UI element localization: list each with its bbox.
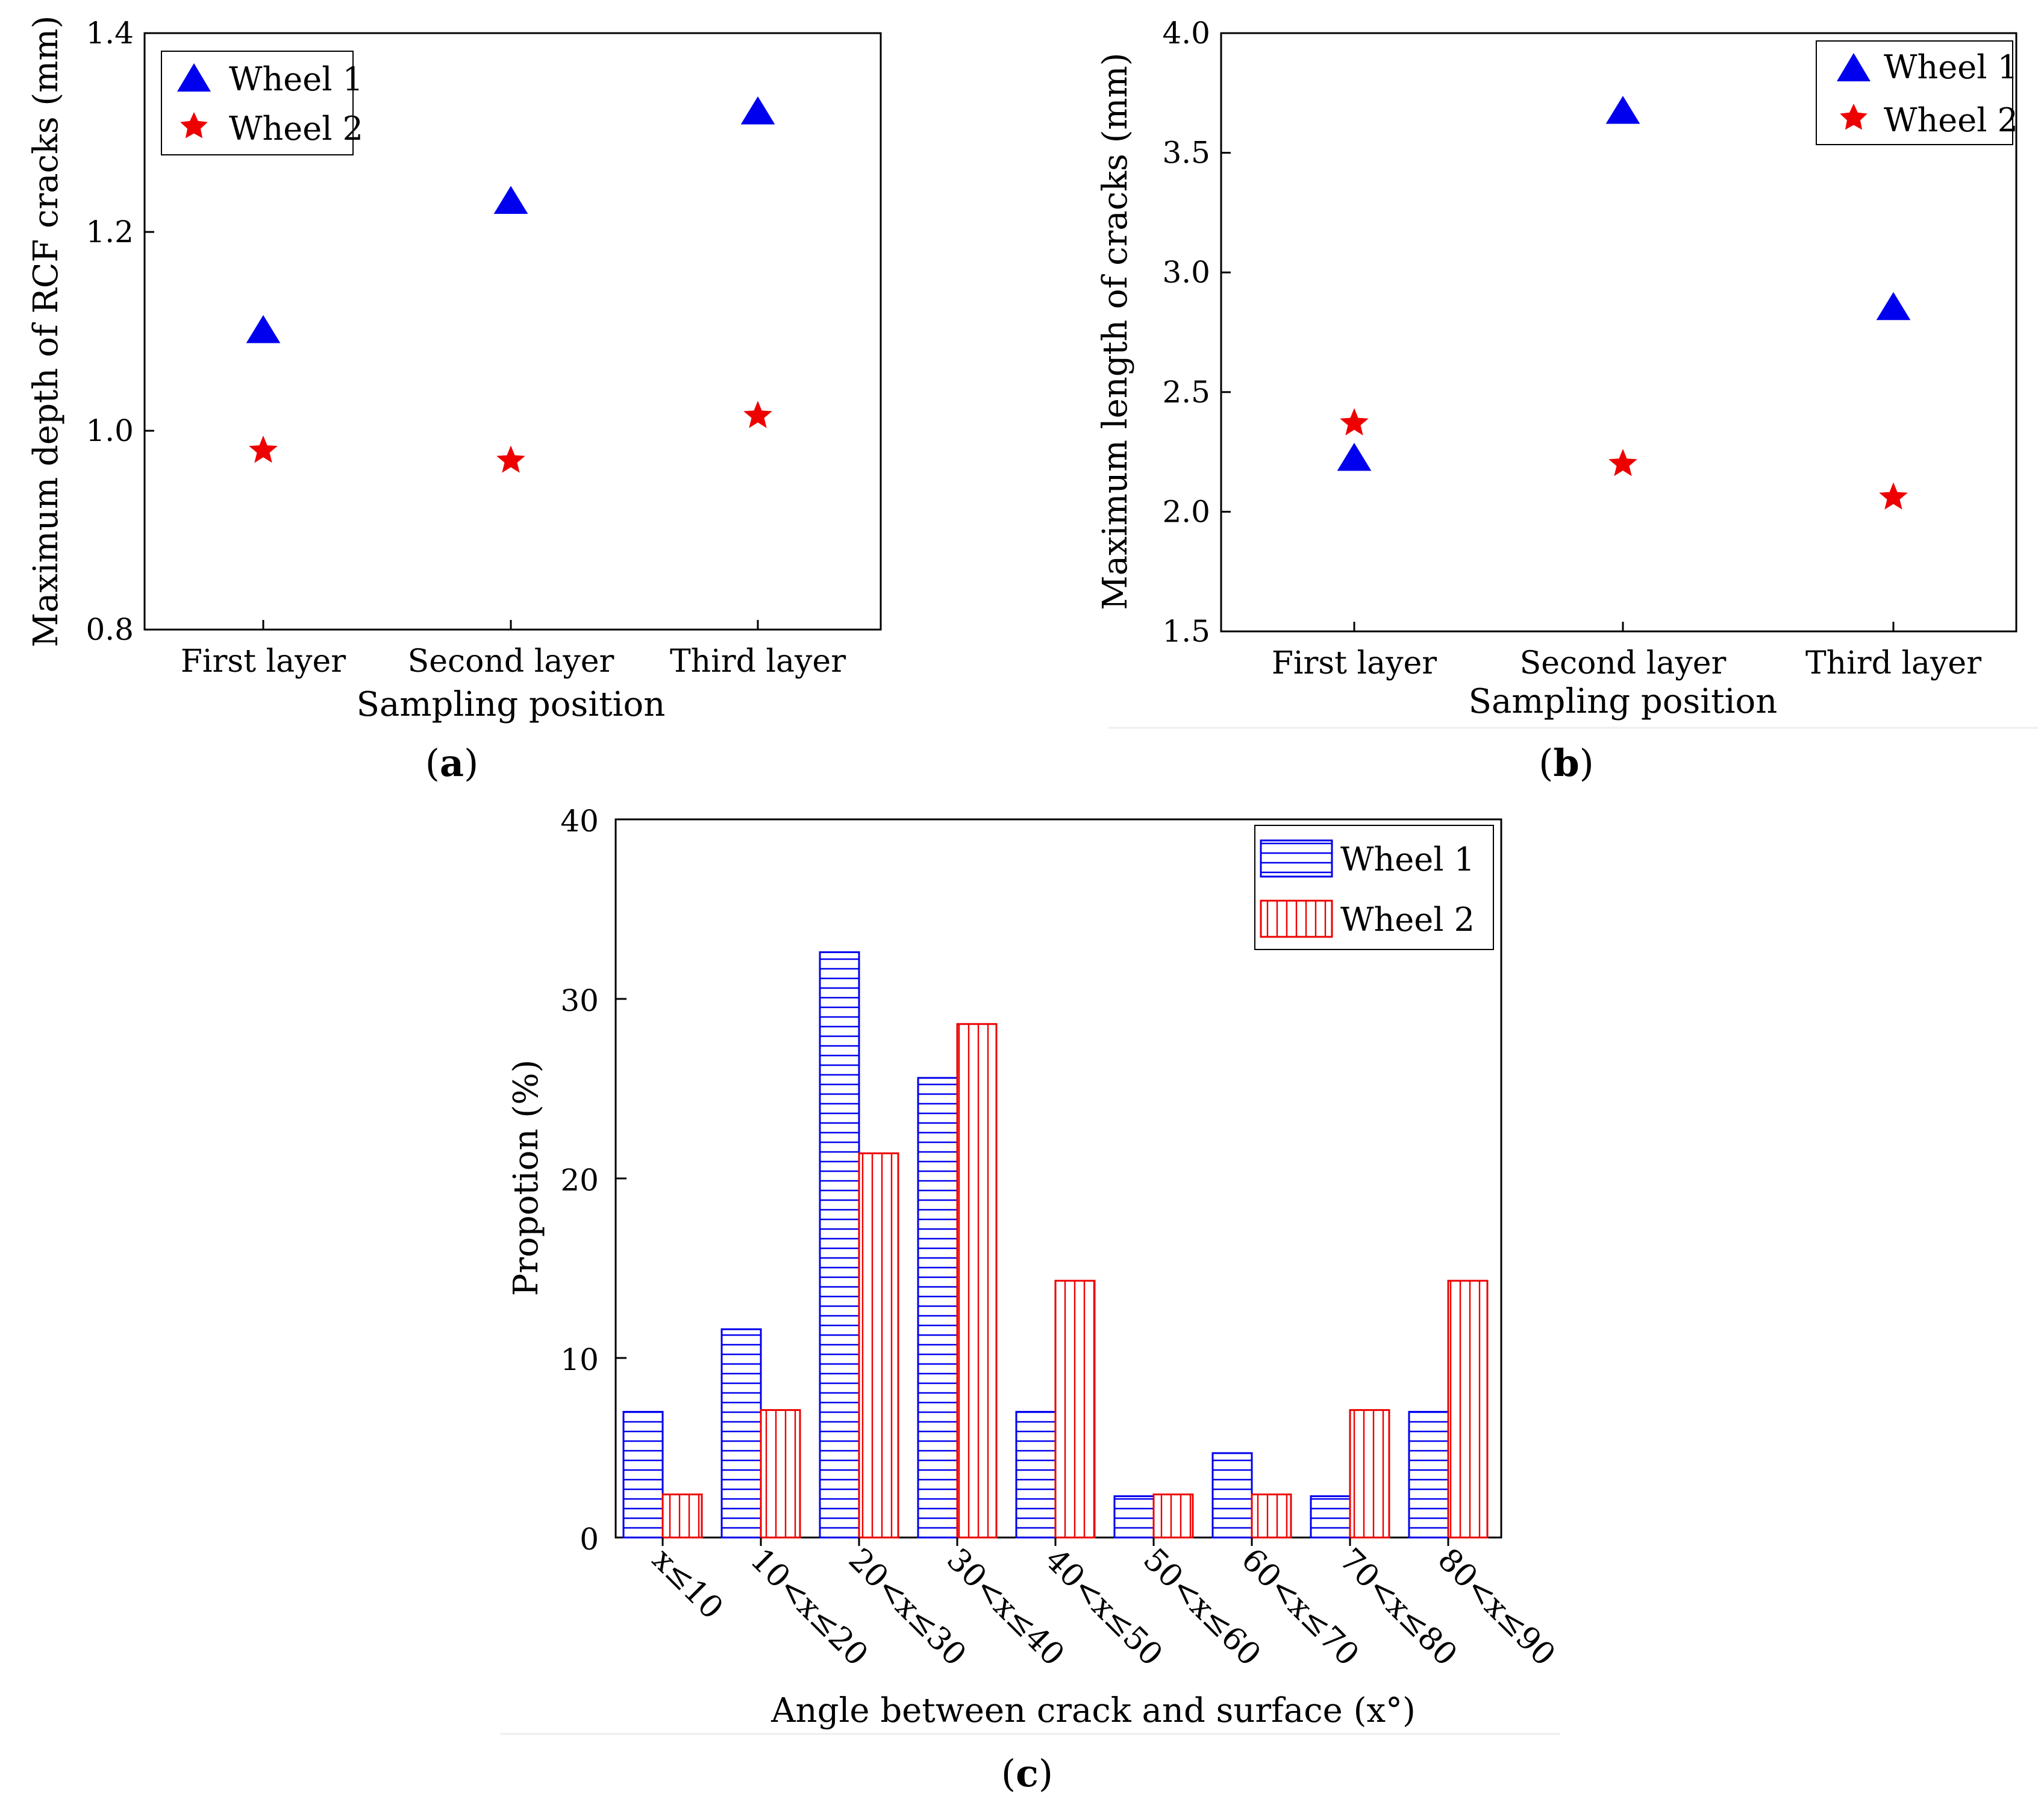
legend-label-wheel-1: Wheel 1 xyxy=(1884,48,2018,86)
data-point-wheel-2 xyxy=(743,401,772,428)
y-axis-b: 1.5 2.0 2.5 3.0 3.5 4.0 xyxy=(1162,16,1231,649)
legend-c: Wheel 1 Wheel 2 xyxy=(1254,825,1494,950)
panel-c: 0 10 20 30 40 x≤10 10<x≤2020<x≤3030<x≤4040<x≤… xyxy=(500,804,1562,1795)
data-point-wheel-1 xyxy=(493,186,528,214)
bar-wheel-2 xyxy=(1054,1280,1096,1539)
bar-wheel-2 xyxy=(661,1493,703,1539)
y-axis-label-a: Maximum depth of RCF cracks (mm) xyxy=(27,16,66,648)
data-point-wheel-1 xyxy=(246,315,281,343)
legend-swatch-wheel-1 xyxy=(1260,839,1333,878)
data-point-wheel-1 xyxy=(1605,96,1640,124)
panel-b: 1.5 2.0 2.5 3.0 3.5 4.0 First layer Second lay… xyxy=(1096,16,2038,785)
bar-wheel-2 xyxy=(1152,1493,1194,1539)
bar-wheel-1 xyxy=(917,1077,958,1539)
x-axis-label-a: Sampling position xyxy=(357,685,666,724)
x-tick-label: First layer xyxy=(181,643,346,680)
bar-wheel-1 xyxy=(819,951,860,1539)
legend-label-wheel-1: Wheel 1 xyxy=(1340,840,1475,878)
y-tick-label: 0.8 xyxy=(86,612,134,647)
bar-wheel-2 xyxy=(1447,1280,1489,1539)
y-tick-label: 30 xyxy=(560,983,599,1018)
panel-label-b: (b) xyxy=(1539,741,1594,785)
bar-wheel-1 xyxy=(622,1410,664,1539)
legend-swatch-wheel-2 xyxy=(1260,899,1333,938)
bar-wheel-1 xyxy=(1113,1495,1155,1539)
data-point-wheel-2 xyxy=(1879,482,1908,510)
y-tick-label: 1.5 xyxy=(1162,614,1210,649)
y-tick-label: 2.5 xyxy=(1162,375,1210,410)
data-point-wheel-2 xyxy=(1608,449,1637,477)
bar-wheel-1 xyxy=(1211,1452,1253,1539)
x-axis-c: x≤10 10<x≤2020<x≤3030<x≤4040<x≤5050<x≤606… xyxy=(645,1538,1562,1673)
bar-wheel-1 xyxy=(720,1328,762,1539)
y-tick-label: 3.0 xyxy=(1162,255,1210,290)
y-axis-a: 0.8 1.0 1.2 1.4 xyxy=(86,16,154,647)
plot-frame-b xyxy=(1220,32,2017,633)
data-point-wheel-2 xyxy=(249,436,278,463)
x-tick-label: First layer xyxy=(1272,645,1437,681)
bar-wheel-1 xyxy=(1015,1410,1057,1539)
bar-wheel-2 xyxy=(1251,1493,1292,1539)
data-point-wheel-2 xyxy=(496,445,525,473)
legend-triangle-icon xyxy=(177,63,211,92)
y-tick-label: 1.2 xyxy=(86,214,134,249)
panel-label-a: (a) xyxy=(425,741,479,785)
legend-star-icon xyxy=(180,112,208,139)
plot-frame-a xyxy=(143,32,882,631)
bars-c xyxy=(622,951,1489,1539)
y-tick-label: 4.0 xyxy=(1162,16,1210,51)
bar-wheel-2 xyxy=(858,1152,899,1539)
legend-b: Wheel 1 Wheel 2 xyxy=(1816,40,2018,145)
x-tick-label: Third layer xyxy=(670,643,846,680)
data-point-wheel-2 xyxy=(1340,408,1369,436)
legend-label-wheel-2: Wheel 2 xyxy=(229,110,363,148)
x-tick-label: Third layer xyxy=(1805,645,1981,681)
y-tick-label: 40 xyxy=(560,804,599,839)
legend-triangle-icon xyxy=(1837,53,1871,81)
x-axis-label-c: Angle between crack and surface (x°) xyxy=(770,1691,1416,1730)
bar-wheel-2 xyxy=(956,1023,998,1539)
y-tick-label: 3.5 xyxy=(1162,136,1210,170)
data-point-wheel-1 xyxy=(740,96,775,125)
panel-a: 0.8 1.0 1.2 1.4 First layer Second layer Thir… xyxy=(27,16,882,785)
panel-label-c: (c) xyxy=(1001,1751,1053,1795)
bar-wheel-2 xyxy=(1349,1409,1390,1539)
bar-wheel-1 xyxy=(1310,1495,1351,1539)
data-point-wheel-1 xyxy=(1337,443,1372,471)
legend-label-wheel-2: Wheel 2 xyxy=(1340,901,1475,939)
data-point-wheel-1 xyxy=(1876,292,1911,321)
data-marks-a xyxy=(246,96,775,473)
y-tick-label: 0 xyxy=(580,1522,599,1557)
legend-label-wheel-1: Wheel 1 xyxy=(229,60,363,98)
y-tick-label: 2.0 xyxy=(1162,494,1210,529)
bar-wheel-2 xyxy=(760,1409,801,1539)
bar-wheel-1 xyxy=(1408,1410,1449,1539)
x-tick-label: Second layer xyxy=(408,643,614,680)
x-tick-label: x≤10 xyxy=(645,1542,730,1627)
y-tick-label: 1.0 xyxy=(86,413,134,448)
x-axis-label-b: Sampling position xyxy=(1469,682,1778,721)
legend-label-wheel-2: Wheel 2 xyxy=(1884,101,2018,139)
legend-star-icon xyxy=(1840,104,1867,130)
y-axis-c: 0 10 20 30 40 xyxy=(560,804,627,1557)
x-axis-a: First layer Second layer Third layer xyxy=(181,620,846,680)
data-marks-b xyxy=(1337,96,1911,510)
y-axis-label-b: Maximum length of cracks (mm) xyxy=(1096,52,1135,610)
x-axis-b: First layer Second layer Third layer xyxy=(1272,622,1981,681)
legend-a: Wheel 1 Wheel 2 xyxy=(161,51,363,155)
y-axis-label-c: Propotion (%) xyxy=(507,1060,546,1297)
x-tick-label: Second layer xyxy=(1520,645,1727,681)
y-tick-label: 1.4 xyxy=(86,16,134,51)
y-tick-label: 10 xyxy=(560,1342,599,1377)
y-tick-label: 20 xyxy=(560,1163,599,1198)
